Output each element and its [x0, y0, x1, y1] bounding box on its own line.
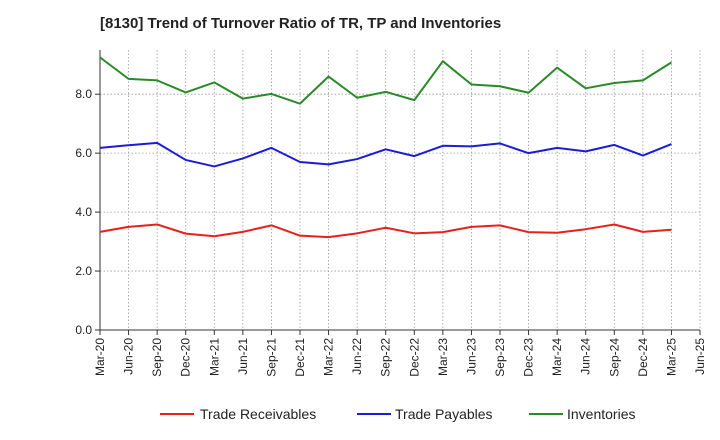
- x-tick-label: Sep-20: [150, 338, 164, 377]
- x-tick-label: Sep-21: [264, 338, 278, 377]
- x-tick-label: Mar-25: [664, 338, 678, 376]
- axes: [95, 50, 701, 335]
- x-tick-label: Dec-20: [179, 338, 193, 377]
- legend: Trade Receivables Trade Payables Inventori…: [160, 406, 635, 422]
- y-tick-label: 8.0: [75, 87, 92, 101]
- y-tick-label: 0.0: [75, 323, 92, 337]
- legend-label-2: Inventories: [567, 406, 635, 422]
- x-tick-label: Jun-21: [236, 338, 250, 375]
- x-tick-label: Jun-22: [350, 338, 364, 375]
- x-tick-labels: Mar-20 Jun-20 Sep-20 Dec-20 Mar-21 Jun-21 Sep-…: [93, 338, 707, 377]
- x-tick-label: Mar-23: [436, 338, 450, 376]
- series-line-0: [99, 223, 672, 239]
- x-tick-label: Mar-24: [550, 338, 564, 376]
- chart-title: [8130] Trend of Turnover Ratio of TR, TP…: [100, 15, 502, 32]
- legend-label-1: Trade Payables: [395, 406, 493, 422]
- x-tick-label: Sep-23: [493, 338, 507, 377]
- y-tick-label: 2.0: [75, 264, 92, 278]
- x-tick-label: Dec-24: [636, 338, 650, 377]
- x-tick-label: Dec-23: [522, 338, 536, 377]
- series-line-1: [99, 141, 672, 168]
- x-tick-label: Jun-24: [579, 338, 593, 375]
- y-tick-label: 6.0: [75, 146, 92, 160]
- x-tick-label: Mar-21: [207, 338, 221, 376]
- x-tick-label: Sep-24: [607, 338, 621, 377]
- series-lines: [99, 56, 672, 239]
- x-tick-label: Mar-22: [322, 338, 336, 376]
- x-tick-label: Jun-25: [693, 338, 707, 375]
- x-tick-label: Mar-20: [93, 338, 107, 376]
- x-tick-label: Dec-22: [407, 338, 421, 377]
- series-line-2: [99, 56, 672, 105]
- legend-label-0: Trade Receivables: [200, 406, 316, 422]
- x-tick-label: Jun-23: [464, 338, 478, 375]
- grid-lines: [100, 50, 701, 330]
- x-tick-label: Sep-22: [379, 338, 393, 377]
- y-tick-labels: 0.0 2.0 4.0 6.0 8.0: [75, 87, 92, 337]
- y-tick-label: 4.0: [75, 205, 92, 219]
- x-tick-label: Dec-21: [293, 338, 307, 377]
- x-tick-label: Jun-20: [122, 338, 136, 375]
